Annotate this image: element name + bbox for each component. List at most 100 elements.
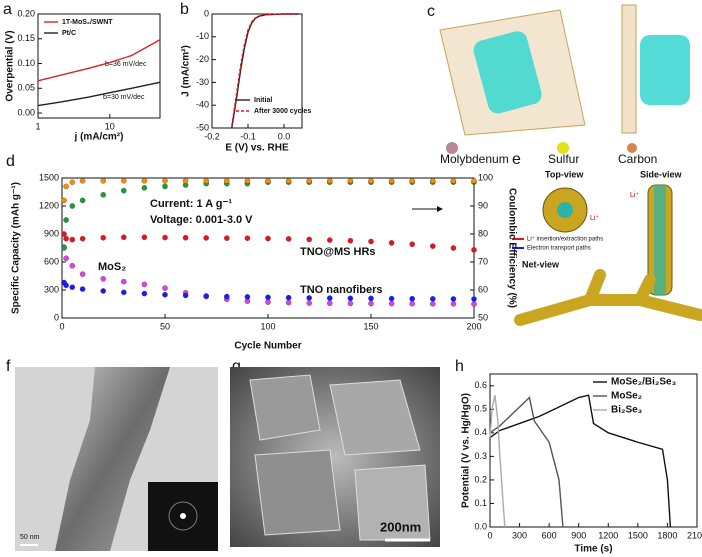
structure-image (439, 4, 690, 136)
data-point (347, 178, 354, 184)
annotation: Current: 1 A g⁻¹ (150, 198, 232, 210)
series-line (37, 39, 161, 82)
data-point (69, 236, 76, 243)
data-point (265, 299, 271, 305)
y2-axis-label: Coulombic Efficiency (%) (506, 188, 517, 308)
view-label: Top-view (545, 169, 584, 179)
data-point (430, 296, 436, 302)
data-point (79, 271, 86, 277)
y-tick-label: 900 (44, 228, 59, 238)
data-point (306, 236, 312, 243)
y-axis-label: J (mA/cm²) (181, 45, 192, 97)
data-point (69, 203, 76, 209)
data-point (162, 183, 168, 190)
data-point (368, 295, 374, 302)
y-tick-label: 0.20 (17, 8, 35, 18)
scale-bar-label: 200nm (380, 519, 421, 534)
data-point (141, 234, 148, 241)
data-point (244, 178, 251, 184)
data-point (388, 178, 395, 184)
y-axis-label: Overpential (V) (5, 30, 16, 101)
data-point (69, 284, 76, 290)
data-point (121, 178, 127, 184)
y-axis-label: Potential (V vs. Hg/HgO) (461, 393, 472, 508)
legend-label: 1T-MoS₂/SWNT (62, 19, 113, 26)
ion-label: Li⁺ (590, 215, 599, 222)
series-label: MoS₂ (98, 261, 126, 273)
data-point (100, 276, 106, 282)
data-point (162, 178, 168, 184)
data-point (327, 237, 333, 243)
y-tick-label: 1500 (39, 172, 59, 182)
data-point (69, 262, 76, 269)
data-point (224, 178, 230, 184)
view-label: Net-view (522, 259, 560, 269)
y-tick-label: 0.0 (474, 521, 487, 531)
sem-image (230, 367, 440, 547)
data-point (265, 235, 271, 242)
y-tick-label: -30 (196, 77, 209, 87)
y-axis-label: Specific Capacity (mAh g⁻¹) (11, 182, 22, 314)
x-axis-label: Time (s) (574, 544, 612, 555)
x-tick-label: 900 (571, 530, 586, 540)
y-tick-label: -20 (196, 54, 209, 64)
x-tick-label: 50 (160, 321, 170, 331)
data-point (244, 235, 251, 241)
panel-label: b (180, 1, 189, 18)
x-tick-label: 200 (466, 321, 481, 331)
y2-tick-label: 50 (478, 312, 488, 322)
y2-tick-label: 60 (478, 284, 488, 294)
data-point (327, 295, 333, 301)
data-point (430, 243, 436, 249)
x-tick-label: 100 (260, 321, 275, 331)
data-point (409, 241, 415, 248)
y-tick-label: 0.00 (17, 107, 35, 117)
y2-tick-label: 80 (478, 228, 488, 238)
x-tick-label: 1500 (628, 530, 648, 540)
data-point (141, 290, 148, 297)
legend-marker (627, 143, 637, 153)
legend-marker (446, 142, 458, 154)
data-point (203, 178, 209, 184)
data-point (61, 245, 67, 251)
data-point (79, 178, 86, 184)
panel-label: h (455, 358, 464, 375)
x-axis-label: j (mA/cm²) (74, 132, 124, 143)
x-tick-label: 1200 (598, 530, 618, 540)
atom-label: Carbon (618, 152, 657, 166)
series-label: TNO@MS HRs (300, 246, 376, 258)
data-point (61, 197, 67, 204)
data-point (63, 282, 69, 289)
data-point (79, 235, 86, 242)
data-point (409, 300, 415, 307)
y-tick-label: 0.5 (474, 404, 487, 414)
data-point (388, 300, 395, 307)
data-point (162, 234, 168, 241)
data-point (121, 234, 127, 241)
y-tick-label: 0 (204, 8, 209, 18)
data-point (471, 301, 477, 307)
data-point (285, 236, 292, 242)
data-point (450, 245, 457, 251)
tem-image (15, 367, 218, 551)
data-point (141, 178, 148, 184)
data-point (430, 178, 436, 184)
panel-label: e (512, 151, 521, 168)
y-tick-label: 600 (44, 256, 59, 266)
panel-label: c (427, 3, 435, 20)
data-point (63, 235, 69, 242)
panel-label: a (3, 1, 12, 18)
annotation: b=30 mV/dec (103, 94, 145, 101)
y-tick-label: 1200 (39, 200, 59, 210)
data-point (224, 293, 230, 300)
data-point (368, 238, 374, 245)
data-point (306, 300, 312, 306)
y-tick-label: 0.1 (474, 498, 487, 508)
plot-frame (37, 13, 161, 119)
panel-label: d (6, 153, 15, 170)
legend-label: Bi₂Se₃ (611, 405, 643, 416)
legend-label: Pt/C (62, 30, 76, 37)
data-point (430, 301, 436, 307)
x-tick-label: 0 (59, 321, 64, 331)
data-point (409, 178, 415, 184)
